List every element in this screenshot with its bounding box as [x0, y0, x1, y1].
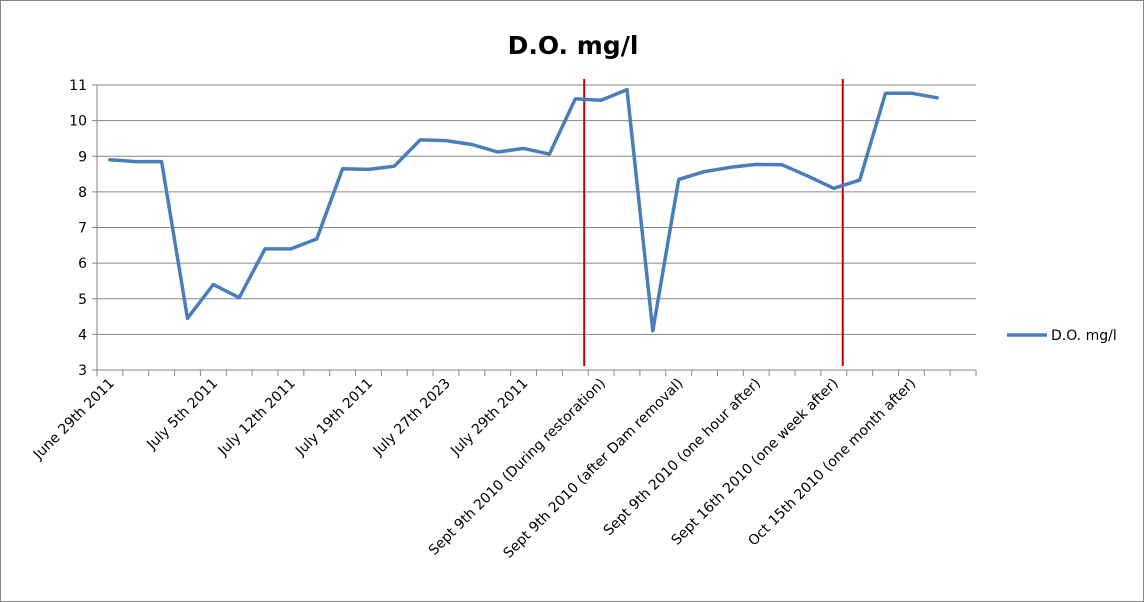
x-tick-label: Sept 9th 2010 (one hour after) — [601, 376, 764, 539]
y-tick-label: 5 — [78, 292, 87, 308]
x-tick-label: Sept 16th 2010 (one week after) — [669, 376, 842, 549]
legend: D.O. mg/l — [1007, 328, 1117, 344]
y-tick-label: 9 — [78, 149, 87, 165]
gridlines — [97, 84, 976, 335]
x-tick-label: Sept 9th 2010 (During restoration) — [426, 376, 609, 559]
series-line — [108, 87, 939, 333]
y-tick-label: 4 — [78, 327, 87, 343]
x-tick-label: July 29th 2011 — [447, 376, 531, 460]
y-tick-label: 10 — [69, 114, 87, 130]
x-tick-label: June 29th 2011 — [30, 376, 118, 464]
y-tick-label: 6 — [78, 256, 87, 272]
reference-lines — [583, 79, 844, 366]
axes — [92, 84, 977, 376]
series-layer — [108, 87, 939, 333]
x-tick-label: July 19th 2011 — [292, 376, 376, 460]
x-tick-label: July 5th 2011 — [143, 376, 221, 454]
y-tick-label: 3 — [78, 363, 87, 379]
legend-label: D.O. mg/l — [1051, 328, 1117, 344]
chart-title: D.O. mg/l — [508, 31, 639, 60]
y-tick-label: 7 — [78, 221, 87, 237]
x-tick-label: Oct 15th 2010 (one month after) — [745, 376, 919, 550]
x-tick-label: July 12th 2011 — [215, 376, 299, 460]
y-tick-label: 11 — [69, 78, 87, 94]
x-tick-label: July 27th 2023 — [370, 376, 454, 460]
y-tick-label: 8 — [78, 185, 87, 201]
y-axis-tick-labels: 3 4 5 6 7 8 9 10 11 — [69, 78, 87, 379]
